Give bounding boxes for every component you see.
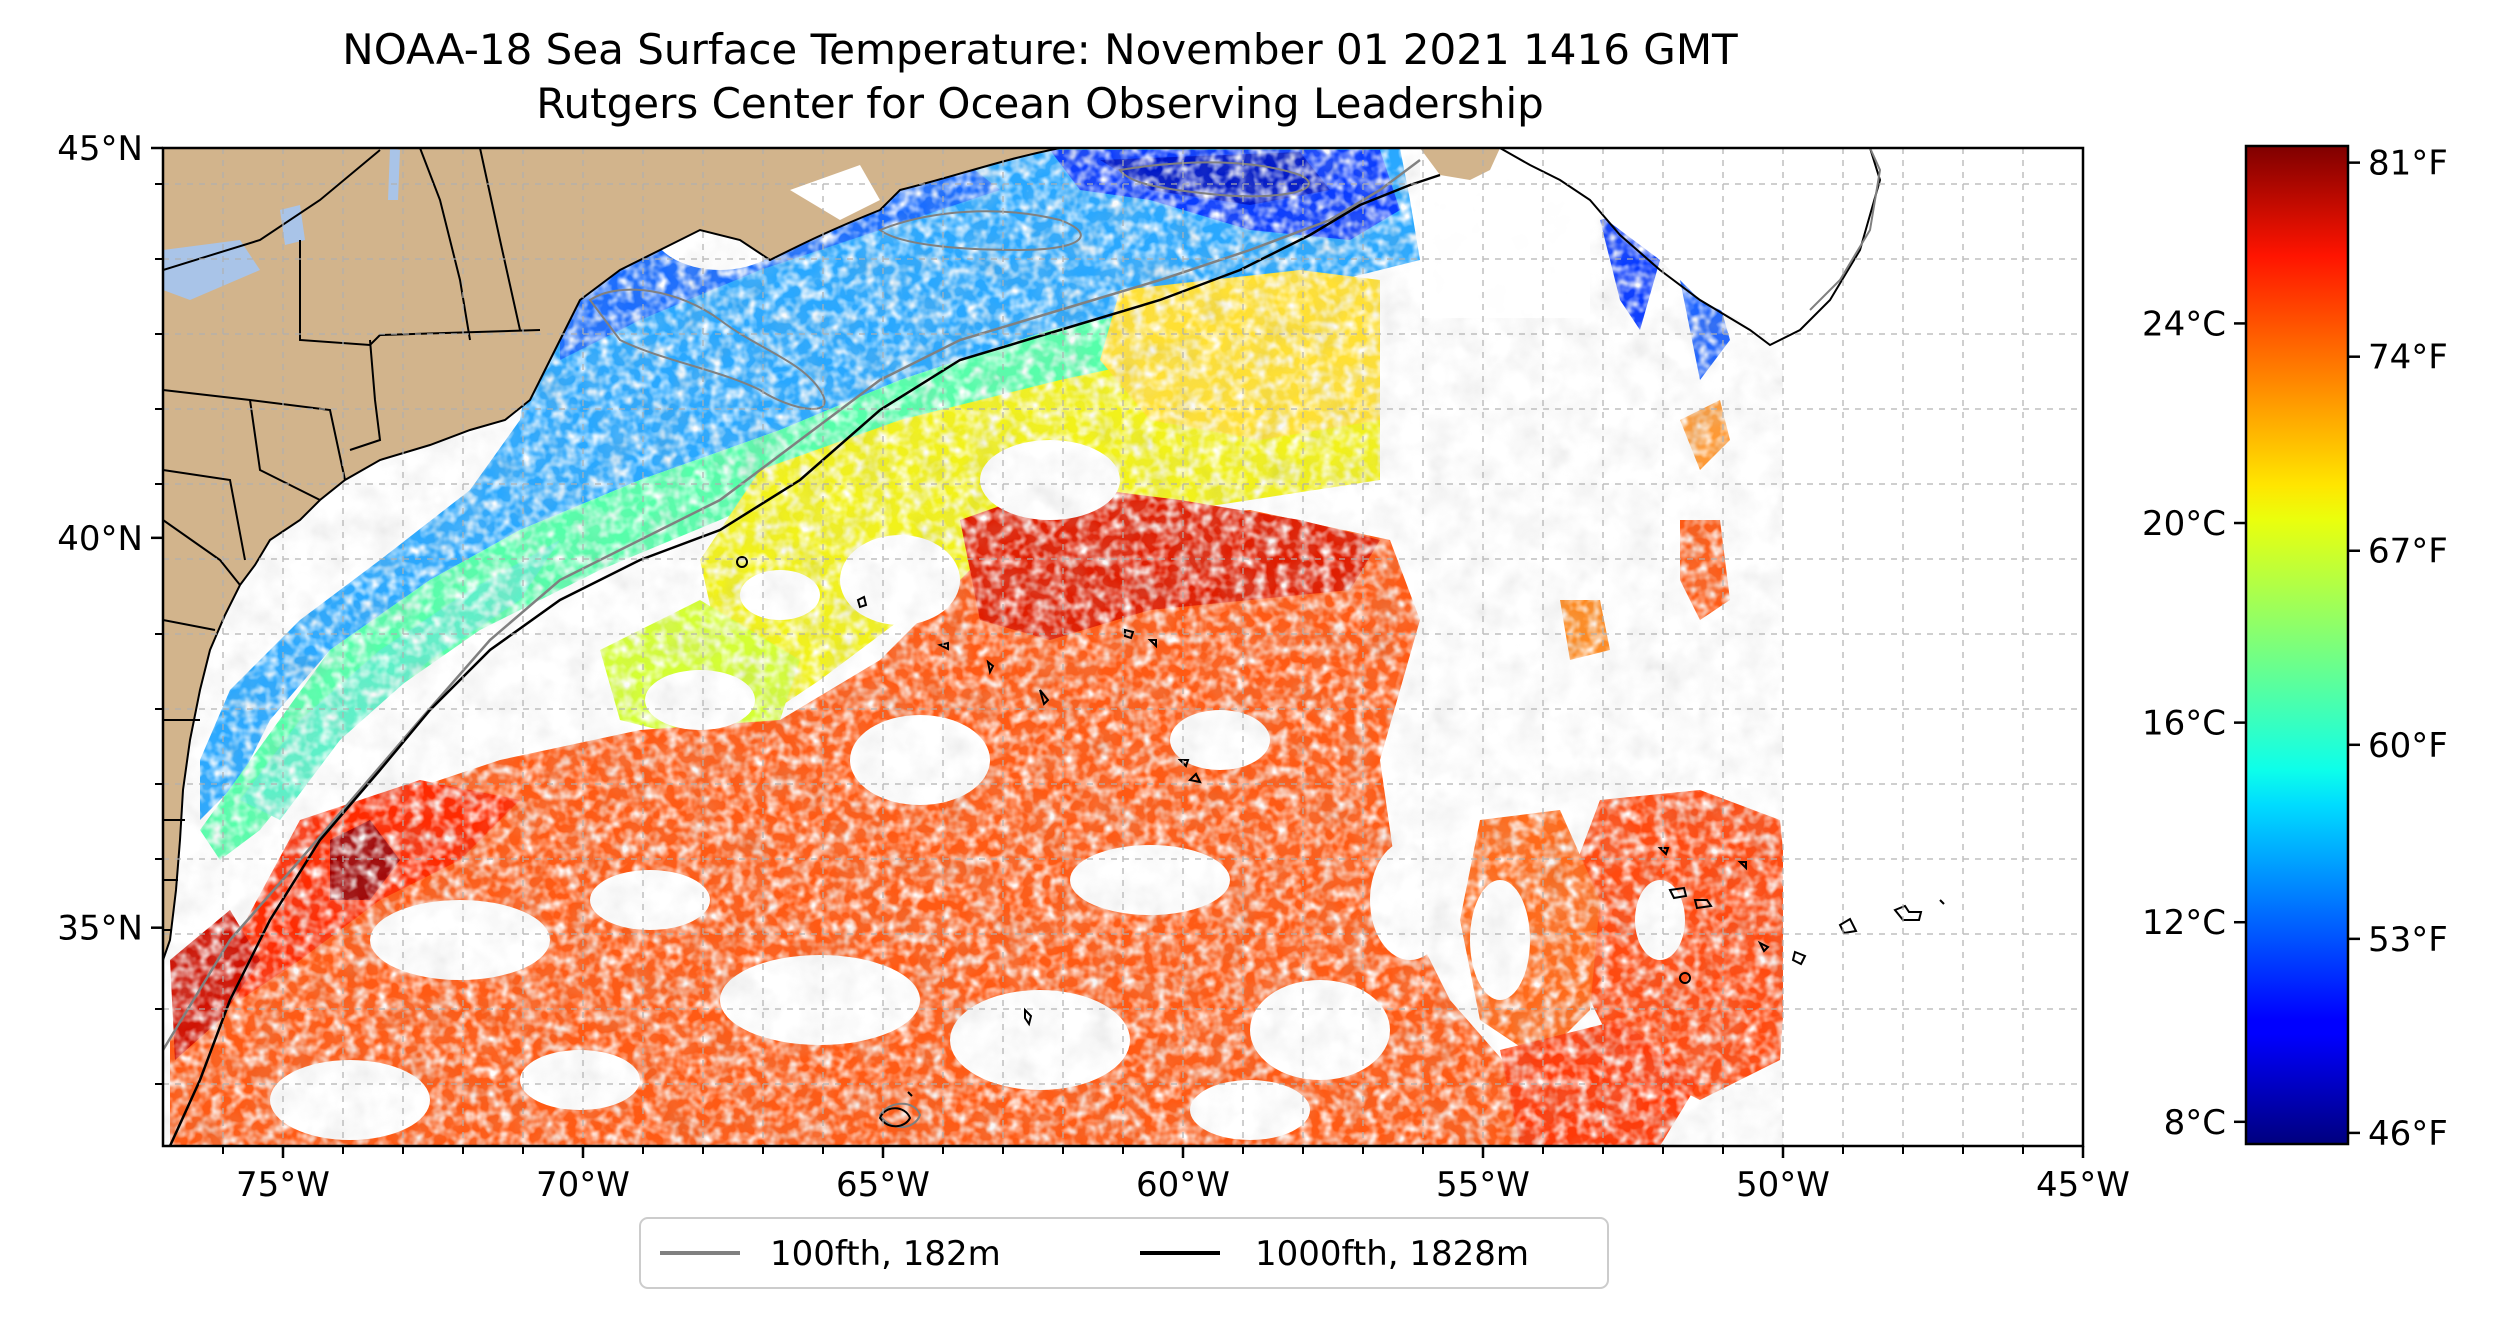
x-tick-label: 60°W xyxy=(1136,1165,1230,1205)
legend-label-100fth: 100fth, 182m xyxy=(770,1234,1001,1274)
x-tick-label: 45°W xyxy=(2036,1165,2130,1205)
colorbar-f-tick-label: 60°F xyxy=(2368,726,2448,766)
colorbar-fahrenheit-ticks: 46°F 53°F 60°F 67°F 74°F 81°F xyxy=(2348,144,2448,1154)
legend: 100fth, 182m 1000fth, 1828m xyxy=(639,1217,1609,1289)
chart-subtitle: Rutgers Center for Ocean Observing Leade… xyxy=(536,79,1544,128)
colorbar-f-tick-label: 46°F xyxy=(2368,1114,2448,1154)
x-tick-label: 70°W xyxy=(536,1165,630,1205)
chart-title: NOAA-18 Sea Surface Temperature: Novembe… xyxy=(342,25,1738,74)
colorbar-celsius-ticks: 8°C 12°C 16°C 20°C 24°C xyxy=(2142,304,2246,1143)
colorbar-c-tick-label: 16°C xyxy=(2142,704,2226,744)
legend-label-1000fth: 1000fth, 1828m xyxy=(1255,1234,1529,1274)
land xyxy=(163,148,1882,961)
colorbar-f-tick-label: 53°F xyxy=(2368,920,2448,960)
y-axis-ticks: 45°N 40°N 35°N xyxy=(57,129,163,949)
sst-map xyxy=(163,148,2083,1146)
minor-ticks xyxy=(155,183,2024,1154)
colorbar-f-tick-label: 74°F xyxy=(2368,338,2448,378)
gridlines xyxy=(163,148,2083,1146)
x-axis-ticks: 75°W 70°W 65°W 60°W 55°W 50°W 45°W xyxy=(236,1146,2130,1205)
colorbar-f-tick-label: 81°F xyxy=(2368,144,2448,184)
colorbar-c-tick-label: 20°C xyxy=(2142,504,2226,544)
y-tick-label: 40°N xyxy=(57,519,143,559)
y-tick-label: 35°N xyxy=(57,909,143,949)
x-tick-label: 65°W xyxy=(836,1165,930,1205)
colorbar-c-tick-label: 24°C xyxy=(2142,304,2226,344)
colorbar-c-tick-label: 12°C xyxy=(2142,903,2226,943)
colorbar-f-tick-label: 67°F xyxy=(2368,532,2448,572)
colorbar-c-tick-label: 8°C xyxy=(2164,1103,2226,1143)
x-tick-label: 55°W xyxy=(1436,1165,1530,1205)
x-tick-label: 50°W xyxy=(1736,1165,1830,1205)
y-tick-label: 45°N xyxy=(57,129,143,169)
colorbar xyxy=(2244,144,2350,1146)
x-tick-label: 75°W xyxy=(236,1165,330,1205)
